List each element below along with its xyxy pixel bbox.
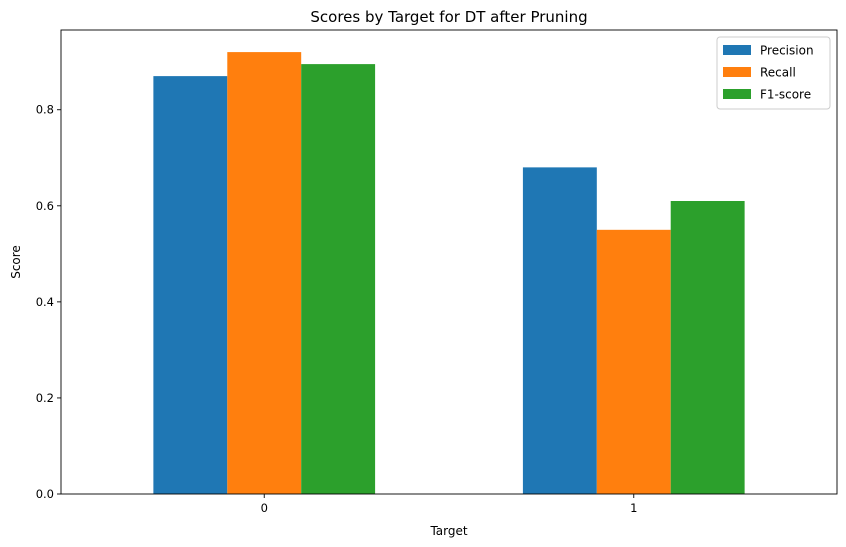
bar-f1-score-0 xyxy=(301,64,376,495)
y-axis: 0.0 0.2 0.4 0.6 0.8 xyxy=(36,103,61,501)
bars-group xyxy=(153,52,745,495)
y-tick-label: 0.8 xyxy=(36,103,54,117)
y-tick-label: 0.0 xyxy=(36,487,54,501)
legend-swatch-f1-score xyxy=(723,89,751,99)
legend-label: Recall xyxy=(760,66,796,80)
y-axis-label: Score xyxy=(9,245,23,279)
x-tick-label: 0 xyxy=(261,501,268,515)
bar-precision-1 xyxy=(522,167,597,494)
y-tick-label: 0.4 xyxy=(36,295,54,309)
bar-precision-0 xyxy=(153,76,228,494)
x-tick-label: 1 xyxy=(630,501,637,515)
chart-title: Scores by Target for DT after Pruning xyxy=(310,8,587,26)
bar-recall-0 xyxy=(227,52,302,494)
bar-recall-1 xyxy=(596,229,671,494)
legend-swatch-precision xyxy=(723,45,751,55)
x-axis-label: Target xyxy=(429,524,467,538)
y-tick-label: 0.6 xyxy=(36,199,54,213)
legend-label: F1-score xyxy=(760,88,811,102)
legend-swatch-recall xyxy=(723,67,751,77)
bar-f1-score-1 xyxy=(670,200,745,494)
y-tick-label: 0.2 xyxy=(36,391,54,405)
legend-label: Precision xyxy=(760,44,814,58)
plot-frame xyxy=(60,29,838,495)
legend: Precision Recall F1-score xyxy=(716,36,831,110)
